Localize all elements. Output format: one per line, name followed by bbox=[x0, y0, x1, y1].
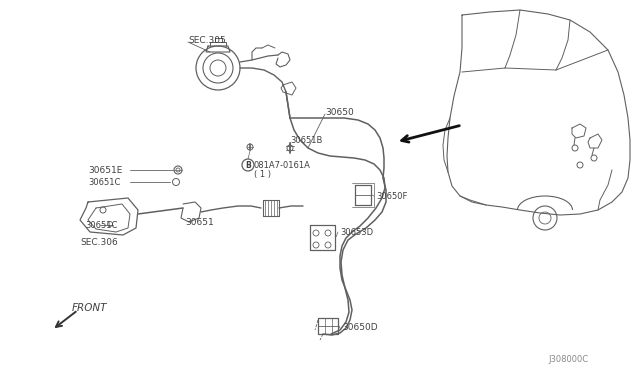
Text: 30650D: 30650D bbox=[342, 324, 378, 333]
Text: 30651B: 30651B bbox=[290, 135, 323, 144]
Text: 30651C: 30651C bbox=[85, 221, 117, 230]
Text: 30651C: 30651C bbox=[88, 177, 120, 186]
Text: 081A7-0161A: 081A7-0161A bbox=[254, 160, 311, 170]
Text: 30653D: 30653D bbox=[340, 228, 373, 237]
Text: 30650F: 30650F bbox=[376, 192, 408, 201]
Text: 30651: 30651 bbox=[185, 218, 214, 227]
Text: 30650: 30650 bbox=[325, 108, 354, 116]
Text: SEC.305: SEC.305 bbox=[188, 35, 226, 45]
Text: FRONT: FRONT bbox=[72, 303, 108, 313]
Text: ( 1 ): ( 1 ) bbox=[254, 170, 271, 179]
Text: SEC.306: SEC.306 bbox=[80, 237, 118, 247]
Text: B: B bbox=[245, 160, 251, 170]
Text: 30651E: 30651E bbox=[88, 166, 122, 174]
Text: J308000C: J308000C bbox=[548, 356, 588, 365]
